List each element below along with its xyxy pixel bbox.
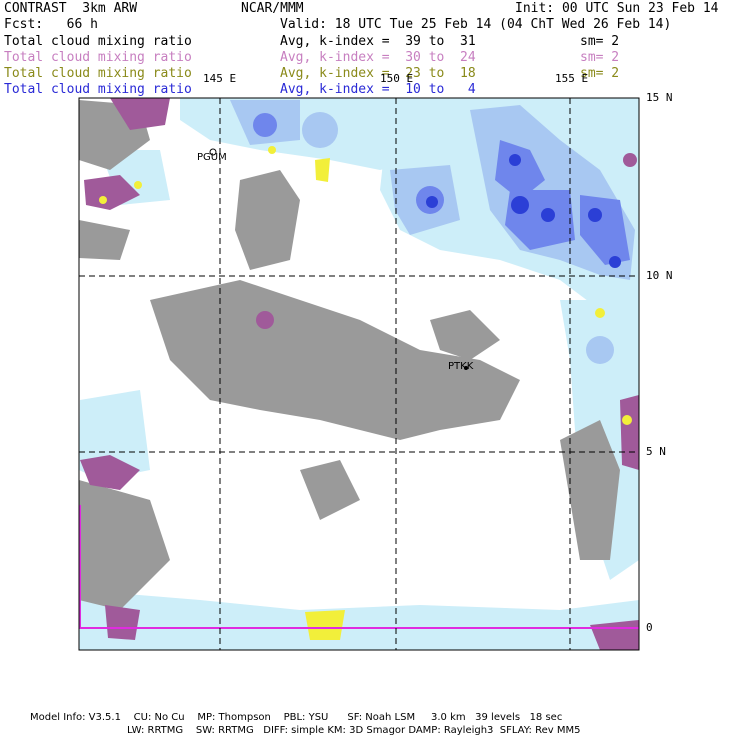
legend-range-2: Avg, k-index = 30 to 24 xyxy=(280,50,476,65)
org-label: NCAR/MMM xyxy=(241,1,304,16)
lat-label-5: 5 N xyxy=(646,445,666,458)
station-label-ptkk: PTKK xyxy=(448,361,474,372)
footer-physics-info: LW: RRTMG SW: RRTMG DIFF: simple KM: 3D … xyxy=(127,725,581,736)
legend-field-2: Total cloud mixing ratio xyxy=(4,50,192,65)
ptkk-marker-icon xyxy=(464,366,468,370)
lon-label-155: 155 E xyxy=(555,72,589,85)
legend-range-4: Avg, k-index = 10 to 4 xyxy=(280,82,476,97)
lat-label-10: 10 N xyxy=(646,269,673,282)
footer-model-info: Model Info: V3.5.1 CU: No Cu MP: Thompso… xyxy=(30,712,563,723)
legend-smooth-2: sm= 2 xyxy=(580,50,620,65)
station-label-pgum: PGUM xyxy=(197,152,227,163)
forecast-hour: Fcst: 66 h xyxy=(4,17,98,32)
pgum-marker-icon xyxy=(209,148,217,156)
model-name: CONTRAST 3km ARW xyxy=(4,1,138,16)
yellow-patches xyxy=(99,146,632,640)
legend-smooth-1: sm= 2 xyxy=(580,34,620,49)
legend-range-1: Avg, k-index = 39 to 31 xyxy=(280,34,476,49)
valid-time: Valid: 18 UTC Tue 25 Feb 14 (04 ChT Wed … xyxy=(280,17,672,32)
legend-range-3: Avg, k-index = 23 to 18 xyxy=(280,66,476,81)
legend-field-3: Total cloud mixing ratio xyxy=(4,66,192,81)
lat-label-15: 15 N xyxy=(646,91,673,104)
cloud-field-deep xyxy=(426,154,621,268)
init-time: Init: 00 UTC Sun 23 Feb 14 xyxy=(515,1,719,16)
lon-label-145: 145 E xyxy=(203,72,237,85)
lon-label-150: 150 E xyxy=(380,72,414,85)
legend-field-4: Total cloud mixing ratio xyxy=(4,82,192,97)
map-frame xyxy=(78,97,640,651)
legend-field-1: Total cloud mixing ratio xyxy=(4,34,192,49)
lat-label-0: 0 xyxy=(646,621,653,634)
legend-smooth-3: sm= 2 xyxy=(580,66,620,81)
